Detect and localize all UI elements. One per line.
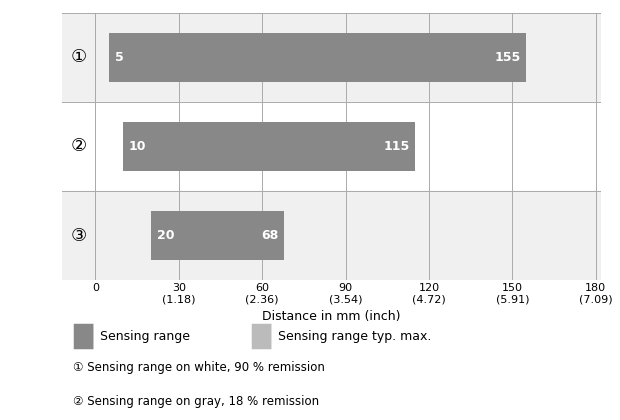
- Bar: [109, 33, 526, 82]
- Text: Sensing range typ. max.: Sensing range typ. max.: [278, 330, 431, 343]
- Text: █: █: [250, 323, 270, 349]
- Bar: [62, 191, 601, 280]
- Text: ① Sensing range on white, 90 % remission: ① Sensing range on white, 90 % remission: [73, 360, 325, 373]
- Text: 68: 68: [262, 229, 279, 242]
- Text: ②: ②: [71, 137, 87, 155]
- Text: ② Sensing range on gray, 18 % remission: ② Sensing range on gray, 18 % remission: [73, 394, 319, 407]
- Text: 155: 155: [495, 51, 521, 64]
- Bar: [62, 102, 601, 191]
- X-axis label: Distance in mm (inch): Distance in mm (inch): [262, 310, 401, 323]
- Text: Sensing range: Sensing range: [100, 330, 190, 343]
- Text: ③: ③: [71, 227, 87, 244]
- Text: 5: 5: [115, 51, 123, 64]
- Bar: [123, 122, 415, 171]
- Text: 20: 20: [156, 229, 174, 242]
- Text: 115: 115: [383, 140, 410, 153]
- Bar: [151, 211, 285, 260]
- Text: ①: ①: [71, 48, 87, 66]
- Text: 10: 10: [129, 140, 146, 153]
- Text: █: █: [73, 323, 92, 349]
- Bar: [62, 13, 601, 102]
